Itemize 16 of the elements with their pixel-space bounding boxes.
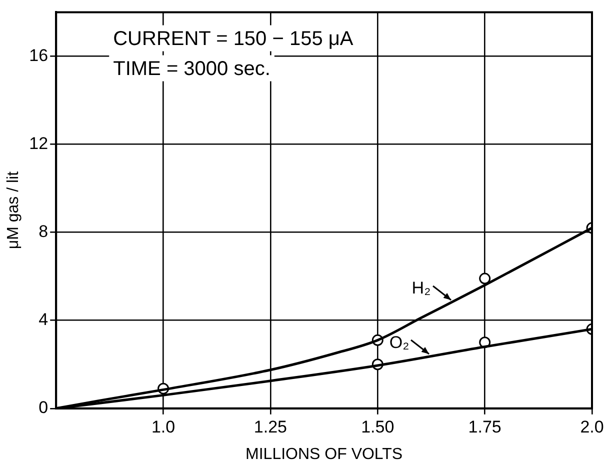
x-tick-label: 1.0 <box>151 417 176 436</box>
annotation: CURRENT = 150 − 155 μA <box>113 28 354 50</box>
y-tick-label: 0 <box>38 398 48 418</box>
x-tick-label: 1.75 <box>468 417 502 436</box>
y-axis-title: μM gas / lit <box>5 170 22 250</box>
legend-label: O₂ <box>389 333 410 352</box>
y-tick-label: 12 <box>29 134 48 153</box>
x-tick-label: 2.0 <box>580 417 604 436</box>
legend-label: H₂ <box>412 278 431 298</box>
x-axis-title: MILLIONS OF VOLTS <box>246 446 403 463</box>
y-tick-label: 4 <box>38 310 48 330</box>
annotation: TIME = 3000 sec. <box>113 58 270 80</box>
y-tick-label: 16 <box>29 46 48 65</box>
x-tick-label: 1.50 <box>361 417 394 436</box>
x-tick-label: 1.25 <box>254 417 288 436</box>
y-tick-label: 8 <box>38 222 48 241</box>
